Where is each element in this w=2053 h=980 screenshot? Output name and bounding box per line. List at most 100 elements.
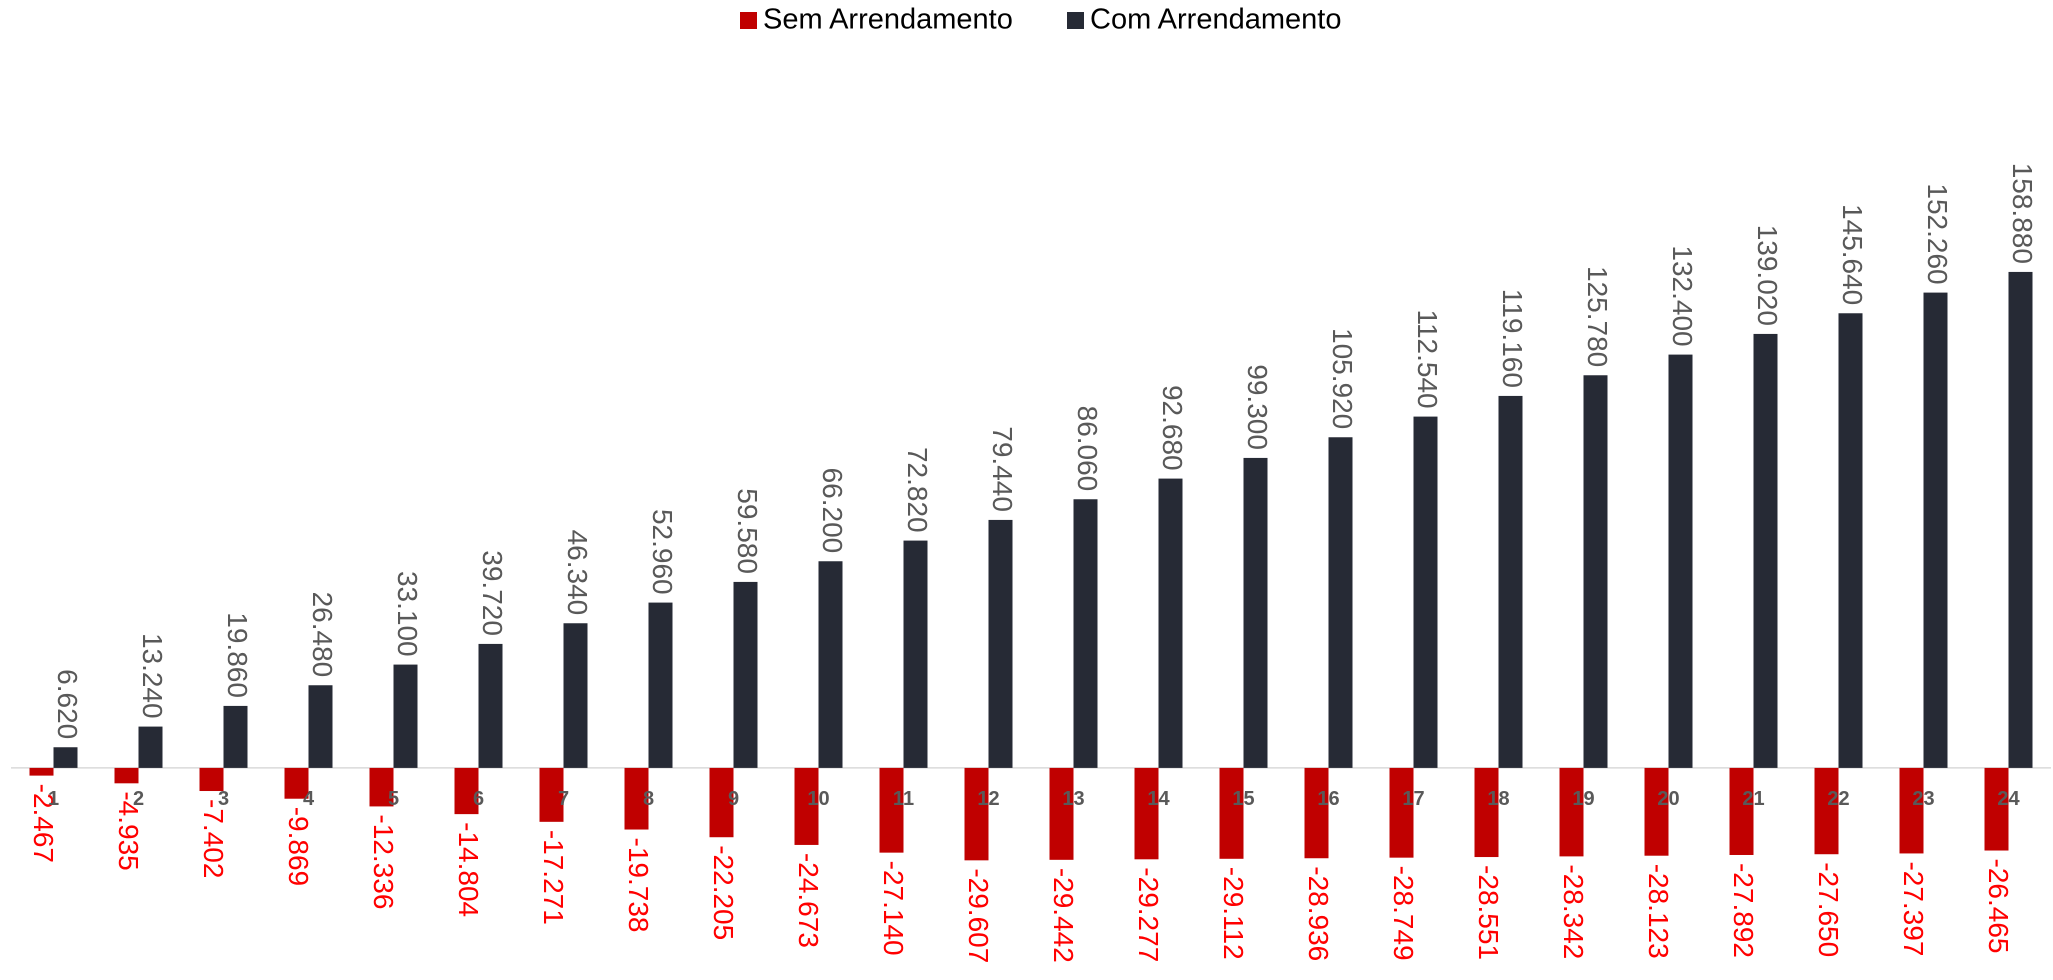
value-label: 92.680 xyxy=(1157,385,1188,471)
value-label: -14.804 xyxy=(453,822,484,917)
bar xyxy=(709,767,734,838)
bar xyxy=(1644,767,1669,856)
value-label: -28.551 xyxy=(1473,865,1504,960)
bar xyxy=(1474,767,1499,858)
x-tick-label: 19 xyxy=(1572,788,1594,810)
value-label: 52.960 xyxy=(647,509,678,595)
x-tick-label: 12 xyxy=(977,788,999,810)
bar xyxy=(1073,499,1098,768)
value-label: 105.920 xyxy=(1327,328,1358,429)
x-tick-label: 14 xyxy=(1147,788,1170,810)
value-label: -29.442 xyxy=(1048,868,1079,963)
bar xyxy=(1328,437,1353,768)
bar xyxy=(2008,271,2033,768)
value-label: 158.880 xyxy=(2007,163,2038,264)
bar xyxy=(1304,767,1329,859)
bar xyxy=(138,726,163,768)
value-label: -27.397 xyxy=(1898,861,1929,956)
bar xyxy=(794,767,819,845)
value-label: 125.780 xyxy=(1582,266,1613,367)
x-tick-label: 10 xyxy=(807,788,829,810)
bar xyxy=(1838,313,1863,768)
bar xyxy=(308,685,333,768)
value-label: 59.580 xyxy=(732,488,763,574)
bar xyxy=(1134,767,1159,860)
value-label: 13.240 xyxy=(137,633,168,719)
legend-swatch xyxy=(1067,12,1084,29)
value-label: -29.112 xyxy=(1218,867,1249,960)
bar xyxy=(563,623,588,768)
bar xyxy=(624,767,649,830)
value-label: -29.607 xyxy=(963,868,994,963)
value-label: 139.020 xyxy=(1752,225,1783,326)
value-label: -29.277 xyxy=(1133,867,1164,962)
x-tick-label: 2 xyxy=(133,788,144,810)
value-label: 66.200 xyxy=(817,468,848,554)
x-tick-label: 21 xyxy=(1742,788,1764,810)
value-label: 39.720 xyxy=(477,550,508,636)
x-tick-label: 7 xyxy=(558,788,569,810)
value-label: -27.892 xyxy=(1728,863,1759,958)
bar xyxy=(29,767,54,776)
x-tick-label: 24 xyxy=(1997,788,2020,810)
value-label: 119.160 xyxy=(1497,289,1528,388)
bar xyxy=(1729,767,1754,855)
bar xyxy=(539,767,564,822)
value-label: -26.465 xyxy=(1983,859,2014,954)
x-tick-label: 20 xyxy=(1657,788,1679,810)
value-label: -28.123 xyxy=(1643,864,1674,959)
x-tick-label: 6 xyxy=(473,788,484,810)
bar xyxy=(964,767,989,861)
x-tick-label: 3 xyxy=(218,788,229,810)
bar xyxy=(369,767,394,807)
value-label: -28.749 xyxy=(1388,866,1419,961)
bar xyxy=(454,767,479,815)
value-label: -24.673 xyxy=(793,853,824,948)
bar xyxy=(1814,767,1839,855)
value-label: 132.400 xyxy=(1667,245,1698,346)
value-label: -4.935 xyxy=(113,791,144,870)
value-label: 112.540 xyxy=(1412,309,1443,408)
legend-label: Com Arrendamento xyxy=(1090,4,1341,36)
bar xyxy=(114,767,139,784)
value-label: -2.467 xyxy=(28,784,59,863)
value-label: -7.402 xyxy=(198,799,229,878)
value-label: 79.440 xyxy=(987,426,1018,512)
value-label: 86.060 xyxy=(1072,406,1103,492)
value-label: 33.100 xyxy=(392,571,423,657)
value-label: -28.936 xyxy=(1303,866,1334,961)
bar xyxy=(1219,767,1244,859)
x-tick-label: 15 xyxy=(1232,788,1254,810)
x-tick-label: 23 xyxy=(1912,788,1934,810)
value-label: 152.260 xyxy=(1922,183,1953,284)
value-label: -28.342 xyxy=(1558,864,1589,959)
value-label: 26.480 xyxy=(307,592,338,678)
bar xyxy=(988,519,1013,768)
value-label: 99.300 xyxy=(1242,364,1273,450)
value-label: -19.738 xyxy=(623,838,654,933)
bar xyxy=(1668,354,1693,768)
bar xyxy=(1049,767,1074,860)
x-tick-label: 9 xyxy=(728,788,739,810)
bar xyxy=(733,581,758,768)
x-tick-label: 13 xyxy=(1062,788,1084,810)
bar xyxy=(1583,375,1608,768)
bar xyxy=(1984,767,2009,851)
value-label: -22.205 xyxy=(708,845,739,940)
bar xyxy=(1899,767,1924,854)
x-tick-label: 1 xyxy=(48,788,59,810)
value-label: 145.640 xyxy=(1837,204,1868,305)
bar xyxy=(879,767,904,853)
value-label: -27.140 xyxy=(878,861,909,956)
bar xyxy=(223,705,248,768)
value-label: -17.271 xyxy=(538,830,569,925)
bar xyxy=(818,561,843,768)
bar xyxy=(1753,333,1778,768)
bar xyxy=(1158,478,1183,768)
bar xyxy=(903,540,928,768)
value-label: 6.620 xyxy=(52,669,83,739)
x-tick-label: 8 xyxy=(643,788,654,810)
value-label: -12.336 xyxy=(368,814,399,909)
bar xyxy=(53,747,78,768)
